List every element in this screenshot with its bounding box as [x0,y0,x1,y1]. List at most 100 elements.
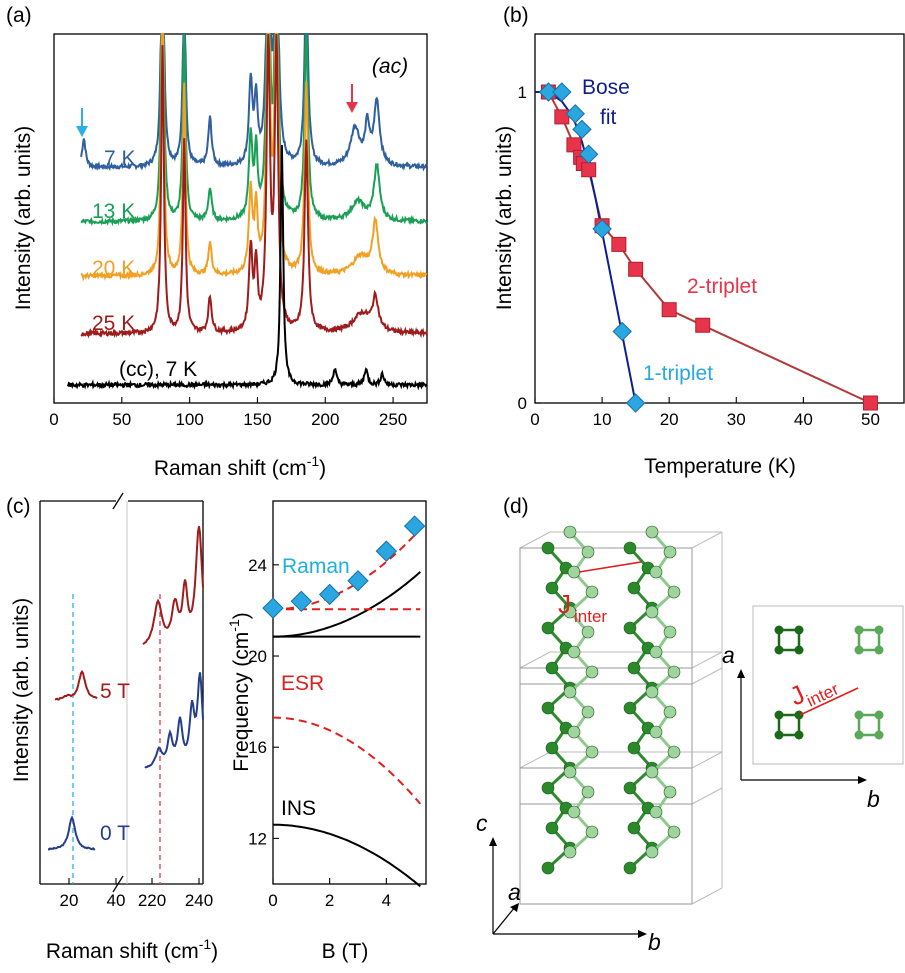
axis-break-top-mark [112,492,124,510]
inset-atom [794,730,804,740]
panel-c-y-axis-label: Intensity (arb. units) [10,598,33,782]
axis-break-bottom-mark [112,875,124,893]
panel-a-x-tick-label: 100 [175,410,203,429]
series-curve-20k [80,33,428,282]
panel-c-x-tick-label: 240 [185,891,213,910]
atom [585,585,599,599]
inset-square [857,713,881,737]
inset-atom [794,625,804,635]
atom [541,861,555,875]
panel-c-right-y-tick-label: 16 [248,738,267,757]
panel-b-x-tick-label: 40 [794,410,813,429]
two-triplet-point [566,137,582,153]
label-cc-7k: (cc), 7 K [119,358,197,381]
two-triplet-point [695,317,711,333]
series-curve-7k [80,33,428,172]
atom [581,705,595,719]
main-axis-c-label: c [476,810,488,836]
panel-a-x-tick-label: 200 [311,410,339,429]
inset-projection-frame [752,605,904,765]
one-triplet-point [552,82,572,102]
atom [563,845,577,859]
inset-square [777,713,801,737]
atom [667,745,681,759]
j-inter-bond-main: J inter [558,561,642,626]
one-triplet-point [538,82,559,102]
two-triplet-point [581,162,597,178]
atom [663,545,677,559]
panel-b-frame [534,33,905,404]
label-bose: Bose [582,76,630,99]
atom [627,661,641,675]
inset-atom [774,730,784,740]
panel-b-data [535,82,878,413]
esr-curve [273,716,422,805]
raman-model-upper [273,571,421,638]
panel-b-x-axis-label: Temperature (K) [644,455,796,478]
inset-atom [874,710,884,720]
label-esr: ESR [281,672,324,695]
inset-atom [854,710,864,720]
label-5t: 5 T [100,680,130,703]
raman-point [375,540,398,562]
label-2-triplet: 2-triplet [687,275,757,298]
atom [623,541,637,555]
ins-curve [273,823,421,888]
panel-a-x-tick-label: 0 [49,410,58,429]
panel-label-a: (a) [6,4,32,27]
atom [623,621,637,635]
series-curve-cc7k [66,144,428,391]
atom [627,821,641,835]
atom [581,545,595,559]
panel-c-right-x-tick-label: 0 [268,891,277,910]
atom [567,805,581,819]
atom [563,765,577,779]
panel-c-x-tick-label: 220 [138,891,166,910]
atom [541,701,555,715]
panel-b-x-tick-label: 30 [727,410,746,429]
inset-atom [874,645,884,655]
panel-c-right-frame [272,500,427,885]
panel-c-b-axis-label: B (T) [322,940,369,963]
inset-square [857,628,881,652]
atom [567,565,581,579]
atom [649,645,663,659]
panel-label-d: (d) [503,495,529,518]
atom [645,845,659,859]
panel-label-c: (c) [6,495,31,518]
one-triplet-point [572,119,592,140]
inset-atom [774,710,784,720]
atom [649,565,663,579]
inset-atom [854,730,864,740]
atom [585,665,599,679]
panel-b-x-tick-label: 50 [861,410,880,429]
unit-cell-front-face [519,547,693,685]
inset-projection-squares [774,625,884,740]
panel-a-x-tick-label: 150 [243,410,271,429]
label-raman: Raman [282,555,350,578]
atom [645,765,659,779]
atom [627,581,641,595]
label-20k: 20 K [92,257,135,280]
unit-cell-boxes [519,531,723,905]
two-triplet-point [628,261,644,277]
atom [585,825,599,839]
one-triplet-point [592,219,612,239]
panel-d-crystal-structure: J inter J inter a b c a [476,525,904,955]
panel-c-left-ticks: 20 40 220 240 [60,878,213,910]
atom [545,581,559,595]
t0-low-curve [47,815,96,851]
j-inter-bond-inset: J inter [785,679,859,716]
raman-point [262,597,284,619]
panel-c-right-y-tick-label: 24 [248,556,267,575]
inset-square [777,628,801,652]
panel-b-x-tick-label: 20 [660,410,679,429]
inset-atom [794,710,804,720]
atom [585,745,599,759]
panel-c-x-tick-label: 40 [107,891,126,910]
atom [545,821,559,835]
label-1-triplet: 1-triplet [643,362,713,385]
raman-point [318,583,341,606]
panel-c-right-data [262,515,426,888]
panel-a-x-axis-label: Raman shift (cm-1) [154,453,326,480]
